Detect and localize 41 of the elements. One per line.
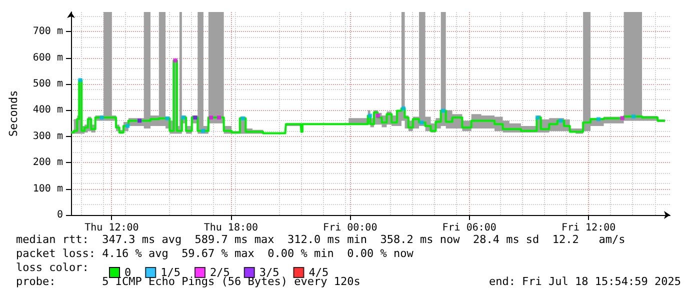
y-tick-label: 200 m [32, 157, 63, 168]
point [201, 128, 206, 133]
x-tick-label: Fri 12:00 [561, 222, 616, 234]
x-tick-label: Thu 12:00 [84, 222, 139, 234]
y-axis-title: Seconds [7, 90, 20, 137]
x-tick-label: Thu 18:00 [204, 222, 258, 234]
point [536, 116, 540, 120]
y-tick-label: 400 m [32, 104, 63, 116]
point [376, 114, 380, 118]
point [181, 116, 186, 120]
point [596, 117, 600, 122]
x-tick-label: Fri 00:00 [323, 222, 378, 234]
y-tick-label: 0 [56, 210, 63, 220]
point [217, 116, 222, 120]
point [126, 124, 130, 128]
point [193, 116, 198, 120]
point [100, 116, 104, 120]
x-tick-label: Fri 06:00 [442, 222, 496, 234]
y-tick-label: 600 m [32, 52, 63, 64]
y-tick-label: 500 m [32, 78, 63, 90]
point [632, 114, 636, 119]
point [420, 120, 424, 125]
point [401, 106, 406, 110]
text: end: Fri Jul 18 15:54:59 2025 [488, 275, 682, 288]
point [78, 78, 82, 82]
point [209, 116, 214, 120]
point [368, 114, 372, 118]
point [620, 116, 624, 120]
legend-label: 4/5 [308, 266, 329, 279]
point [173, 58, 178, 62]
legend-title: loss color: [16, 261, 89, 274]
point [558, 118, 563, 123]
text: packet loss: 4.16 % avg 59.67 % max 0.00 % min 0.00 % now [16, 247, 414, 260]
y-tick-label: 100 m [32, 183, 63, 194]
point [138, 118, 142, 123]
y-tick-label: 300 m [32, 130, 63, 142]
point [441, 108, 446, 113]
point [165, 116, 170, 120]
y-tick-label: 700 m [32, 26, 63, 38]
text: median rtt: 347.3 ms avg 589.7 ms max 312.0 ms min 358.2 ms now 28.4 ms sd 12.2 am/s [16, 233, 626, 246]
point [240, 116, 245, 120]
